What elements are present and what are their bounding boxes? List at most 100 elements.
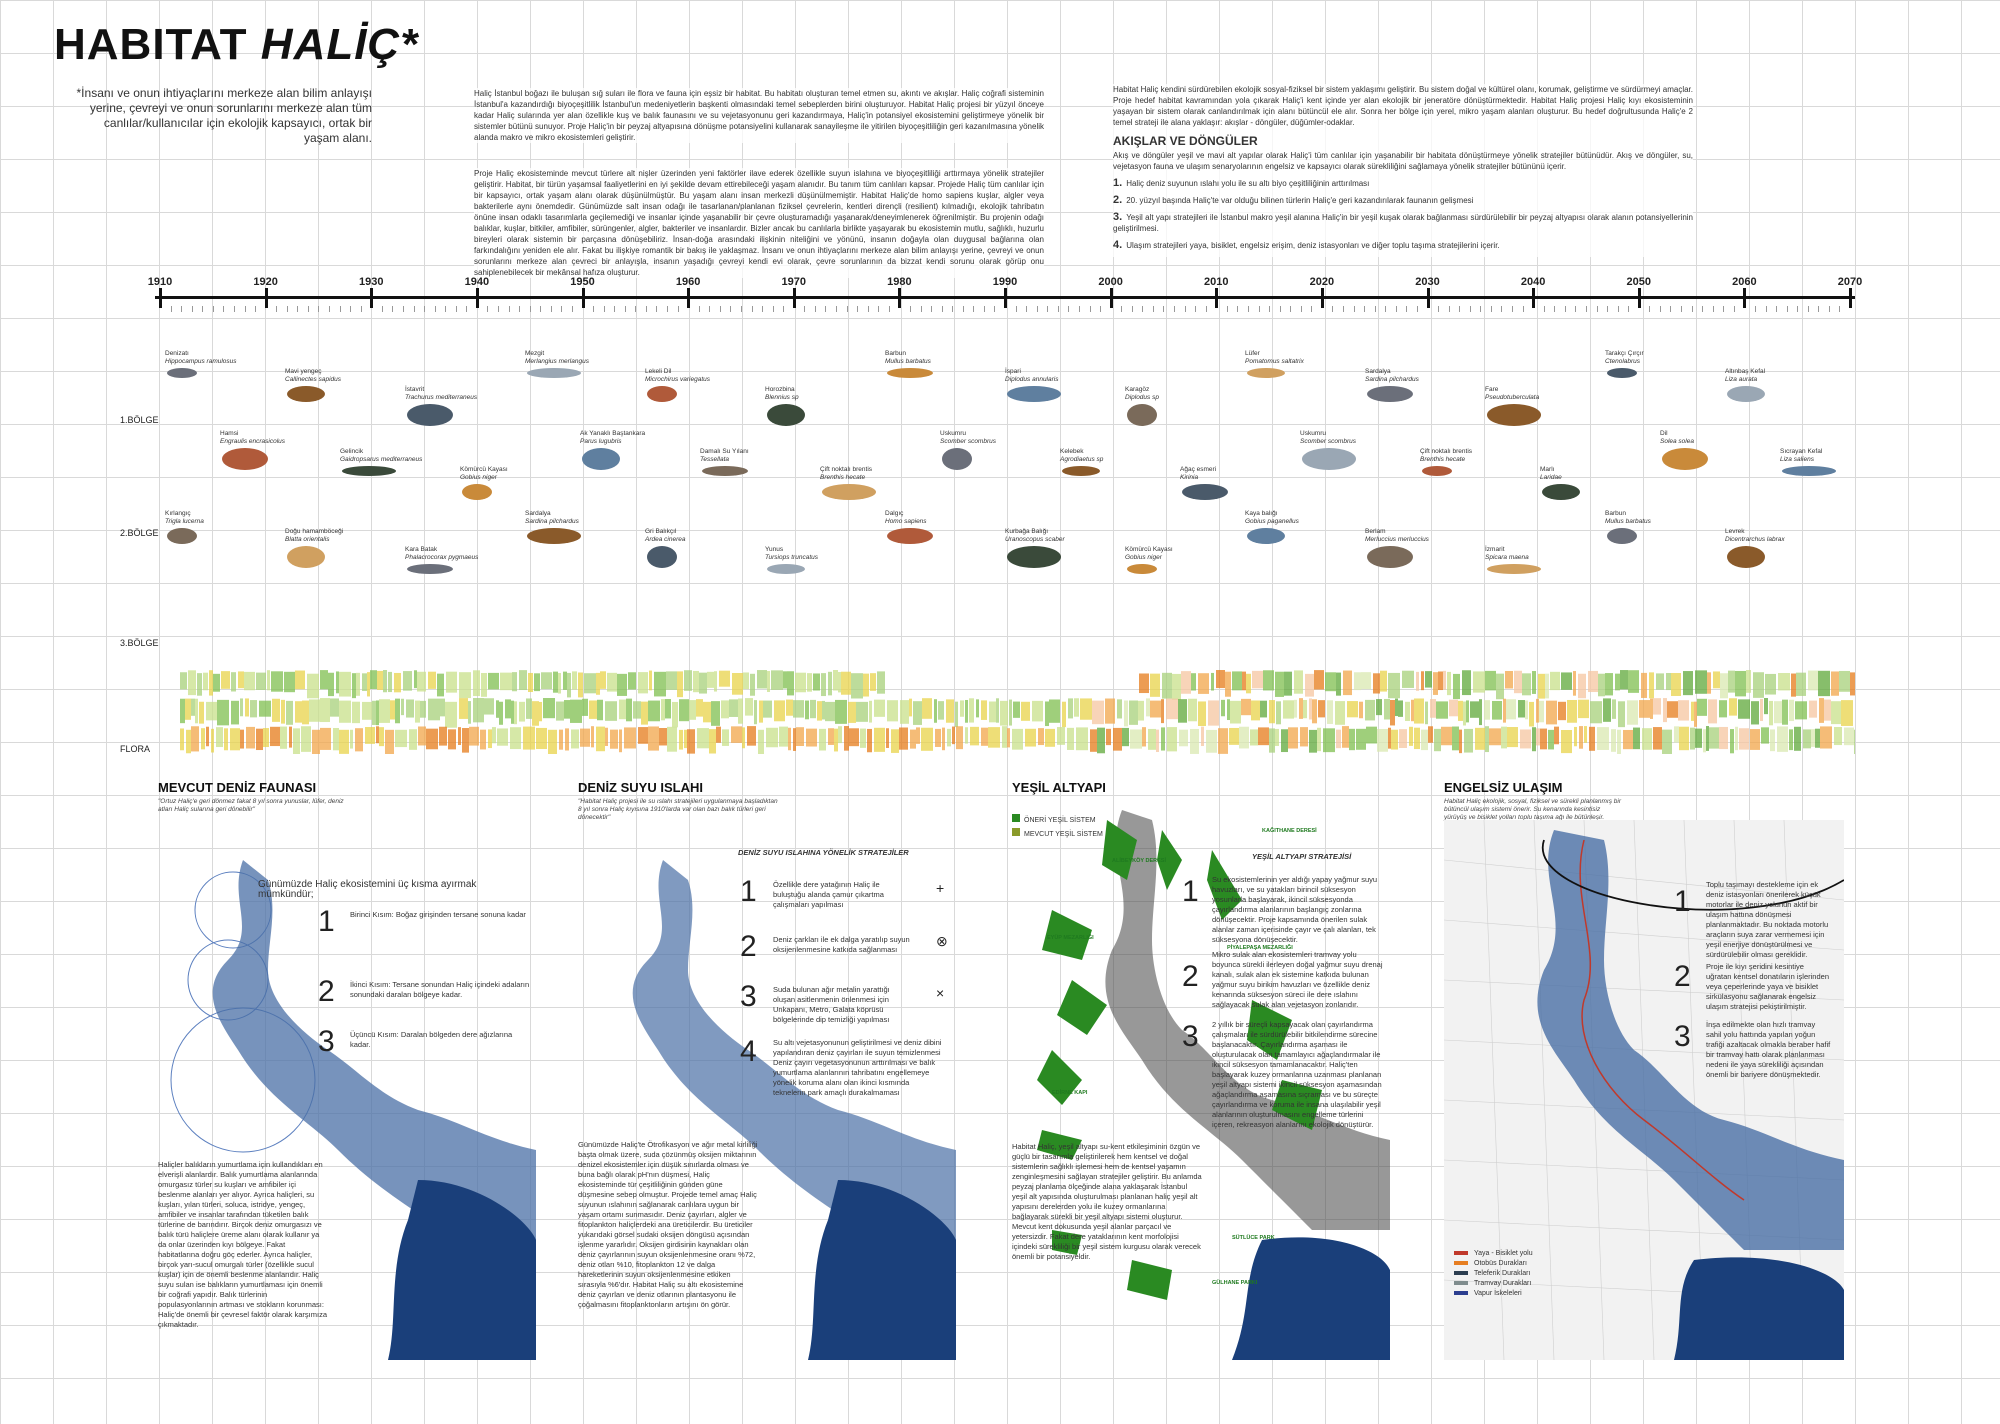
flora-bar <box>1097 727 1105 754</box>
flora-bar <box>956 726 963 750</box>
minor-tick <box>244 306 246 312</box>
species-illustration <box>1727 386 1765 402</box>
flora-bar <box>960 700 964 717</box>
flora-bar <box>328 672 334 697</box>
minor-tick <box>1670 306 1672 312</box>
flora-bar <box>1794 726 1801 751</box>
flora-bar <box>473 698 484 723</box>
species-illustration <box>1607 528 1637 544</box>
flora-bar <box>1281 729 1288 753</box>
flora-bar <box>250 700 257 718</box>
flora-bar <box>1854 729 1855 754</box>
flora-bar <box>1679 726 1689 751</box>
flora-bar <box>1598 673 1605 697</box>
step-number-2: 2 <box>740 930 757 963</box>
flora-bar <box>1694 701 1697 727</box>
label-piyalepasa: PİYALEPAŞA MEZARLIĞI <box>1227 945 1293 951</box>
species-entry: Hamsi Engraulis encrasicolus <box>220 430 312 445</box>
species-entry: Sıcrayan Kefal Liza saliens <box>1780 448 1872 463</box>
flora-bar <box>1617 729 1621 754</box>
flora-bar <box>600 671 606 689</box>
flora-bar <box>849 728 859 747</box>
flora-bar <box>1305 673 1314 697</box>
species-entry: İzmarit Spicara maena <box>1485 546 1577 561</box>
flora-bar <box>1166 698 1178 720</box>
flora-bar <box>1252 670 1263 689</box>
species-illustration <box>767 404 805 426</box>
year-tick <box>1426 288 1430 308</box>
flora-bar <box>666 671 677 690</box>
panel-quote: Habitat Haliç ekolojik, sosyal, fiziksel… <box>1444 798 1622 821</box>
flora-bar <box>180 672 187 690</box>
flora-bar <box>271 671 283 692</box>
minor-tick <box>973 306 975 312</box>
strategy-intro: Habitat Haliç kendini sürdürebilen ekolo… <box>1113 85 1693 127</box>
species-scientific-name: Uranoscopus scaber <box>1005 535 1065 543</box>
flora-bar <box>996 698 999 723</box>
minor-tick <box>1226 306 1228 312</box>
flora-bar <box>1462 670 1471 696</box>
step-text-3: İnşa edilmekte olan hızlı tramvay sahil … <box>1706 1020 1831 1079</box>
minor-tick <box>857 306 859 312</box>
species-entry: Ak Yanaklı Baştankara Parus lugubris <box>580 430 672 445</box>
flora-bar <box>362 673 367 692</box>
flora-bar <box>377 670 383 690</box>
flora-bar <box>1218 728 1228 754</box>
flora-bar <box>1092 700 1104 725</box>
flora-bar <box>1269 700 1275 724</box>
flora-bar <box>1639 700 1650 718</box>
species-scientific-name: Hippocampus ramulosus <box>165 357 237 365</box>
year-label: 1940 <box>464 276 490 288</box>
year-label: 2050 <box>1626 276 1651 288</box>
flora-bar <box>1347 701 1358 718</box>
year-label: 1970 <box>781 276 806 288</box>
flora-bar <box>863 673 869 697</box>
flora-bar <box>203 672 208 691</box>
minor-tick <box>1649 306 1651 312</box>
flora-bar <box>822 700 825 720</box>
flora-bar <box>813 673 820 691</box>
flora-label: FLORA <box>120 744 151 754</box>
flora-bar <box>333 727 339 751</box>
flora-bar <box>1327 700 1333 724</box>
species-illustration <box>1127 404 1157 426</box>
flora-bar <box>1720 673 1728 699</box>
flora-bar <box>1795 701 1807 720</box>
minor-tick <box>1152 306 1154 312</box>
flora-bar <box>626 698 632 722</box>
flora-bar <box>1161 727 1165 751</box>
minor-tick <box>1100 306 1102 312</box>
species-illustration <box>1247 528 1285 544</box>
species-name: Levrek <box>1725 528 1745 535</box>
flora-bar <box>213 673 220 692</box>
flora-bar <box>1198 701 1206 726</box>
flora-bar <box>1275 728 1279 746</box>
flora-bar <box>211 728 214 753</box>
minor-tick <box>1343 306 1344 312</box>
flora-bar <box>617 673 627 696</box>
legend-proposed: ÖNERİ YEŞİL SİSTEM <box>1012 814 1096 824</box>
species-scientific-name: Agrodiaetus sp <box>1060 455 1104 463</box>
species-illustration <box>1662 448 1708 470</box>
flora-bar <box>738 698 743 724</box>
species-entry: Sardalya Sardina pilchardus <box>1365 368 1457 383</box>
flora-bar <box>1380 670 1387 692</box>
flora-bar <box>1760 698 1763 722</box>
step-text-1: Su ekosistemlerinin yer aldığı yapay yağ… <box>1212 875 1378 944</box>
flora-bar <box>1663 698 1667 723</box>
flora-bar <box>1839 670 1850 692</box>
green-system-map <box>1037 810 1390 1360</box>
legend-swatch <box>1454 1271 1468 1276</box>
flora-bar <box>1208 700 1219 726</box>
flora-bar <box>687 729 695 754</box>
flora-bar <box>1398 700 1403 717</box>
species-scientific-name: Diplodus sp <box>1125 393 1159 401</box>
flora-bar <box>1377 728 1388 752</box>
flora-bar <box>722 729 729 746</box>
flora-bar <box>543 698 555 719</box>
panel-title: ENGELSİZ ULAŞIM <box>1444 780 1563 795</box>
flora-bar <box>1818 670 1830 697</box>
flora-bar <box>1628 670 1639 693</box>
species-scientific-name: Diplodus annularis <box>1005 375 1059 383</box>
minor-tick <box>1490 306 1492 312</box>
